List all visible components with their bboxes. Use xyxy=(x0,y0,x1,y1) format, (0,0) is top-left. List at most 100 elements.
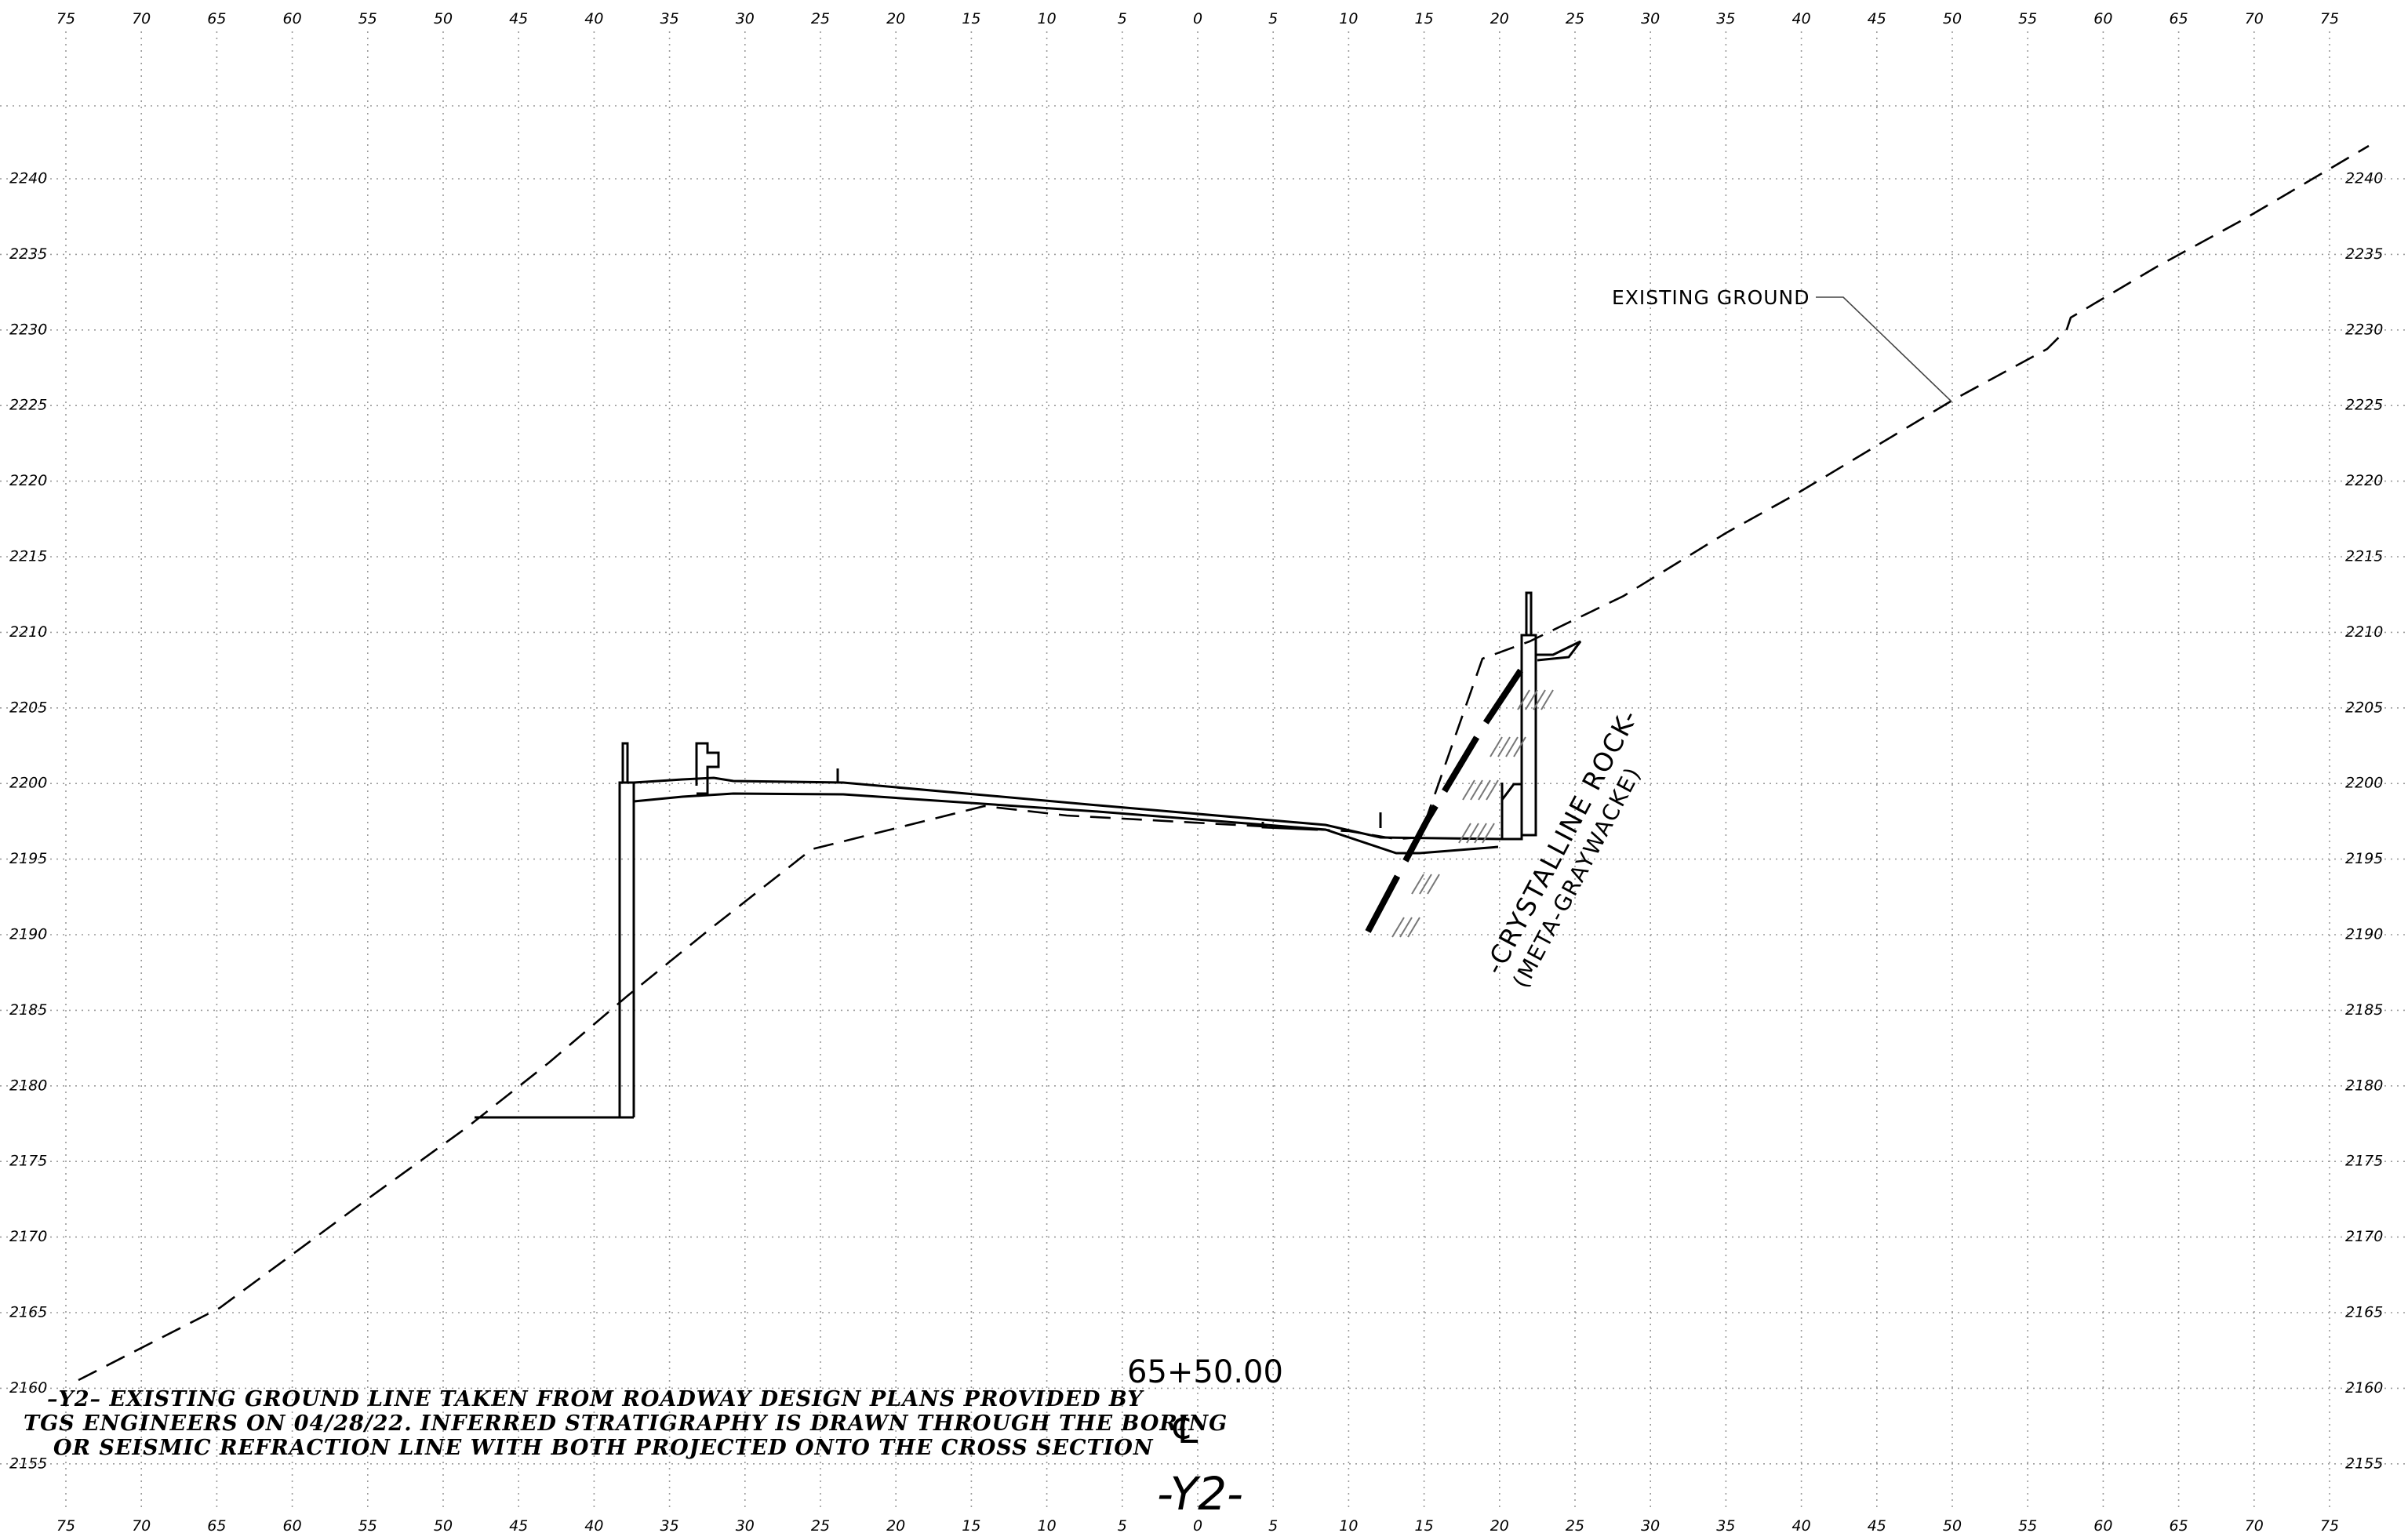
offset-tick-label: 75 xyxy=(56,10,75,27)
elevation-tick-label: 2205 xyxy=(9,699,47,716)
elevation-tick-label: 2210 xyxy=(2345,623,2383,641)
offset-tick-label: 55 xyxy=(2018,1517,2037,1533)
offset-tick-label: 50 xyxy=(434,10,453,27)
offset-tick-label: 5 xyxy=(1268,10,1278,27)
offset-tick-label: 45 xyxy=(509,10,528,27)
elevation-tick-label: 2215 xyxy=(2345,548,2383,565)
right-wall-cap xyxy=(1536,640,1582,662)
shoulder-edge xyxy=(1261,822,1319,831)
road-surface-top xyxy=(633,776,1504,841)
offset-tick-label: 55 xyxy=(358,10,377,27)
left-elevation-axis: 2240 2235 2230 2225 2220 2215 2210 2205 2200 2195… xyxy=(9,170,47,1473)
offset-tick-label: 65 xyxy=(2170,1517,2188,1533)
elevation-tick-label: 2235 xyxy=(9,245,47,263)
offset-tick-label: 30 xyxy=(1641,10,1660,27)
elevation-tick-label: 2220 xyxy=(2345,472,2383,489)
elevation-tick-label: 2215 xyxy=(9,548,47,565)
offset-tick-label: 35 xyxy=(1716,10,1735,27)
alignment-label: -Y2- xyxy=(1157,1467,1243,1520)
right-wall-drain xyxy=(1500,783,1522,831)
elevation-tick-label: 2230 xyxy=(9,321,47,338)
offset-tick-label: 70 xyxy=(2245,10,2264,27)
offset-tick-label: 5 xyxy=(1118,10,1127,27)
offset-tick-label: 75 xyxy=(2320,1517,2339,1533)
offset-tick-label: 20 xyxy=(886,1517,905,1533)
elevation-tick-label: 2240 xyxy=(9,170,47,187)
offset-tick-label: 60 xyxy=(283,1517,302,1533)
offset-tick-label: 40 xyxy=(1792,10,1811,27)
existing-ground-leader xyxy=(1816,296,1952,402)
elevation-tick-label: 2225 xyxy=(9,397,47,414)
offset-tick-label: 0 xyxy=(1193,10,1202,27)
offset-tick-label: 45 xyxy=(1868,1517,1886,1533)
offset-tick-label: 70 xyxy=(132,1517,151,1533)
offset-tick-label: 45 xyxy=(509,1517,528,1533)
note-line-2: TGS ENGINEERS ON 04/28/22. INFERRED STRA… xyxy=(24,1411,1228,1436)
bottom-offset-axis: 75 70 65 60 55 50 45 40 35 30 25 20 15 10 5 0 5 10 15 20 25 3… xyxy=(56,1517,2339,1533)
offset-tick-label: 20 xyxy=(886,10,905,27)
elevation-tick-label: 2170 xyxy=(2345,1228,2383,1245)
elevation-tick-label: 2155 xyxy=(2345,1455,2383,1472)
right-elevation-axis: 2240 2235 2230 2225 2220 2215 2210 2205 2200 2195… xyxy=(2345,170,2383,1473)
offset-tick-label: 40 xyxy=(584,10,603,27)
elevation-tick-label: 2160 xyxy=(2345,1379,2383,1397)
offset-tick-label: 20 xyxy=(1490,1517,1509,1533)
offset-tick-label: 10 xyxy=(1038,1517,1057,1533)
elevation-tick-label: 2175 xyxy=(2345,1153,2383,1170)
elevation-tick-label: 2185 xyxy=(9,1001,47,1019)
offset-tick-label: 15 xyxy=(962,10,980,27)
offset-tick-label: 75 xyxy=(56,1517,75,1533)
offset-tick-label: 35 xyxy=(660,1517,679,1533)
offset-tick-label: 35 xyxy=(1716,1517,1735,1533)
offset-tick-label: 5 xyxy=(1268,1517,1278,1533)
inferred-rock-line xyxy=(1365,664,1526,933)
offset-tick-label: 25 xyxy=(1566,10,1584,27)
offset-tick-label: 10 xyxy=(1339,1517,1358,1533)
existing-ground-label: EXISTING GROUND xyxy=(1612,286,1810,309)
offset-tick-label: 10 xyxy=(1038,10,1057,27)
offset-tick-label: 40 xyxy=(1792,1517,1811,1533)
elevation-tick-label: 2170 xyxy=(9,1228,47,1245)
elevation-tick-label: 2175 xyxy=(9,1153,47,1170)
offset-tick-label: 55 xyxy=(358,1517,377,1533)
offset-tick-label: 30 xyxy=(736,10,755,27)
note-line-1: –Y2– EXISTING GROUND LINE TAKEN FROM ROA… xyxy=(47,1387,1144,1411)
elevation-tick-label: 2165 xyxy=(9,1304,47,1321)
elevation-tick-label: 2205 xyxy=(2345,699,2383,716)
offset-tick-label: 40 xyxy=(584,1517,603,1533)
elevation-tick-label: 2165 xyxy=(2345,1304,2383,1321)
offset-tick-label: 25 xyxy=(1566,1517,1584,1533)
rock-hatching xyxy=(1391,689,1554,938)
right-wall-post xyxy=(1525,591,1533,637)
offset-tick-label: 25 xyxy=(811,10,830,27)
station-label: 65+50.00 xyxy=(1127,1354,1283,1390)
elevation-tick-label: 2210 xyxy=(9,623,47,641)
offset-tick-label: 50 xyxy=(1943,1517,1962,1533)
general-note: –Y2– EXISTING GROUND LINE TAKEN FROM ROA… xyxy=(24,1387,1228,1460)
centerline-symbol: ℄ xyxy=(1173,1408,1199,1452)
elevation-tick-label: 2190 xyxy=(2345,926,2383,943)
median-barrier xyxy=(695,742,720,795)
elevation-tick-label: 2225 xyxy=(2345,397,2383,414)
offset-tick-label: 70 xyxy=(2245,1517,2264,1533)
offset-tick-label: 65 xyxy=(207,1517,226,1533)
offset-tick-label: 50 xyxy=(1943,10,1962,27)
offset-tick-label: 60 xyxy=(2093,10,2112,27)
elevation-tick-label: 2160 xyxy=(9,1379,47,1397)
left-retaining-wall xyxy=(475,781,635,1119)
offset-tick-label: 5 xyxy=(1118,1517,1127,1533)
left-wall-post xyxy=(621,742,629,784)
offset-tick-label: 10 xyxy=(1339,10,1358,27)
offset-tick-label: 15 xyxy=(1415,1517,1434,1533)
top-offset-axis: 75 70 65 60 55 50 45 40 35 30 25 20 15 10 5 0 5 10 15 20 25 3… xyxy=(56,10,2339,27)
offset-tick-label: 35 xyxy=(660,10,679,27)
offset-tick-label: 60 xyxy=(283,10,302,27)
offset-tick-label: 15 xyxy=(1415,10,1434,27)
offset-tick-label: 30 xyxy=(1641,1517,1660,1533)
offset-tick-label: 30 xyxy=(736,1517,755,1533)
offset-tick-label: 65 xyxy=(207,10,226,27)
offset-tick-label: 25 xyxy=(811,1517,830,1533)
offset-tick-label: 70 xyxy=(132,10,151,27)
offset-tick-label: 60 xyxy=(2093,1517,2112,1533)
